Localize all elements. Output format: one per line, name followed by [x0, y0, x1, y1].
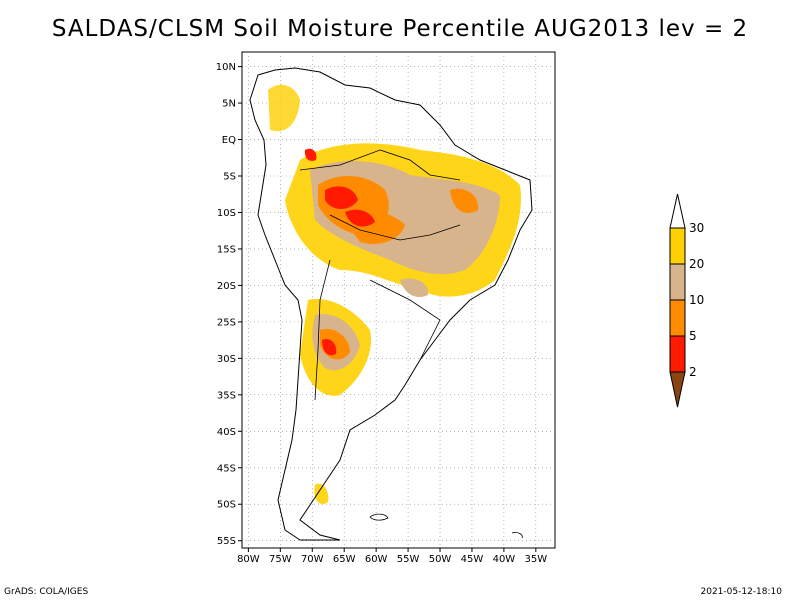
longitude-labels: 80W 75W 70W 65W 60W 55W 50W 45W 40W 35W — [237, 548, 547, 565]
lat-tick-label: 45S — [217, 463, 236, 474]
latitude-labels: 10N 5N EQ 5S 10S 15S 20S 25S 30S 35S 40S 45S 50S 55S — [216, 62, 242, 547]
lon-tick-label: 40W — [493, 554, 516, 565]
lat-tick-label: 10S — [217, 208, 236, 219]
lat-tick-label: EQ — [222, 135, 236, 146]
lon-tick-label: 50W — [429, 554, 452, 565]
lat-tick-label: 5S — [223, 172, 236, 183]
map-frame — [241, 51, 556, 549]
lat-tick-label: 10N — [216, 62, 236, 73]
lat-tick-label: 5N — [222, 99, 236, 110]
lat-tick-label: 50S — [217, 500, 236, 511]
lat-tick-label: 25S — [217, 317, 236, 328]
legend-label: 5 — [689, 329, 697, 343]
map-title: SALDAS/CLSM Soil Moisture Percentile AUG… — [51, 16, 749, 42]
continent-outline — [249, 67, 533, 541]
lat-tick-label: 30S — [217, 354, 236, 365]
lat-tick-label: 40S — [217, 427, 236, 438]
lon-tick-label: 55W — [397, 554, 420, 565]
legend-swatch-highest — [669, 193, 686, 229]
legend-label: 20 — [689, 257, 704, 271]
lat-tick-label: 35S — [217, 390, 236, 401]
lon-tick-label: 70W — [301, 554, 324, 565]
lon-tick-label: 60W — [365, 554, 388, 565]
lon-tick-label: 35W — [525, 554, 548, 565]
legend-label: 2 — [689, 365, 697, 379]
legend-swatch-lowest — [669, 371, 686, 408]
lon-tick-label: 65W — [333, 554, 356, 565]
lat-tick-label: 20S — [217, 281, 236, 292]
lon-tick-label: 80W — [237, 554, 260, 565]
color-legend: 2 5 10 20 30 — [669, 193, 704, 408]
legend-swatch — [669, 299, 686, 337]
legend-swatch — [669, 263, 686, 301]
soil-moisture-shading — [268, 84, 521, 505]
footer-credit: GrADS: COLA/IGES — [4, 587, 89, 597]
lon-tick-label: 75W — [269, 554, 292, 565]
footer-timestamp: 2021-05-12-18:10 — [700, 587, 783, 597]
legend-label: 10 — [689, 293, 704, 307]
lat-tick-label: 55S — [217, 536, 236, 547]
legend-swatch — [669, 227, 686, 265]
lon-tick-label: 45W — [461, 554, 484, 565]
legend-label: 30 — [689, 221, 704, 235]
legend-swatch — [669, 335, 686, 373]
lat-tick-label: 15S — [217, 244, 236, 255]
